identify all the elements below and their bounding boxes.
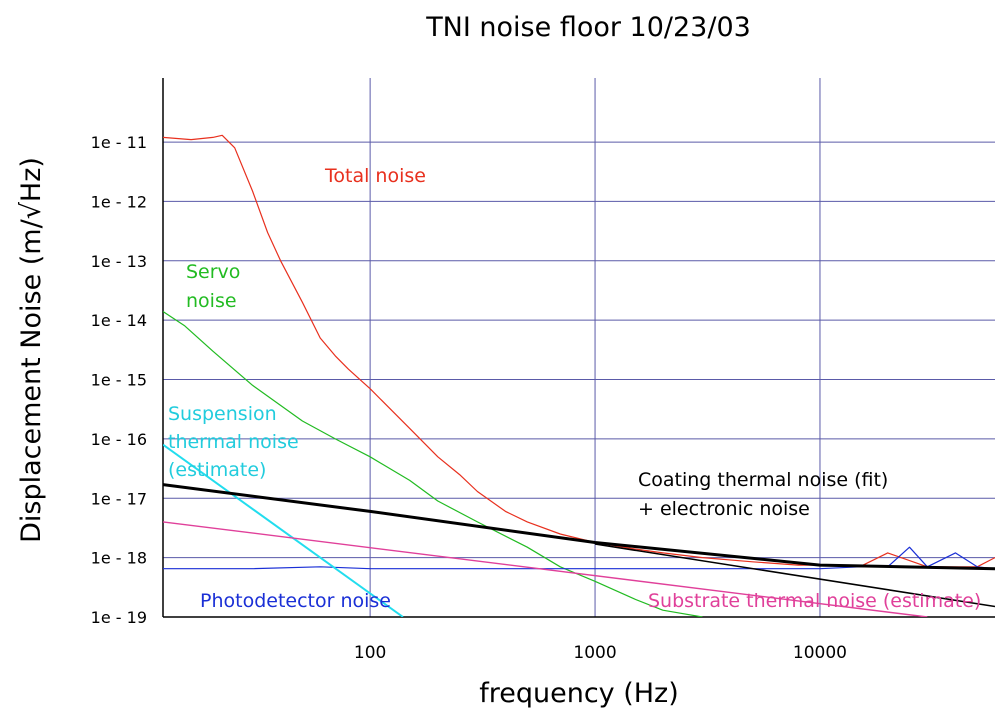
- y-tick-label: 1e - 14: [91, 311, 147, 330]
- x-tick-label: 100: [354, 643, 386, 663]
- series-annotation: Total noise: [324, 165, 426, 187]
- series-line: [163, 483, 995, 571]
- series-annotation: (estimate): [168, 459, 266, 481]
- y-tick-label: 1e - 17: [91, 489, 147, 508]
- series-annotation: Photodetector noise: [200, 590, 391, 612]
- y-tick-label: 1e - 13: [91, 252, 147, 271]
- series-annotation: + electronic noise: [638, 498, 810, 520]
- x-tick-label: 10000: [793, 643, 847, 663]
- series-annotation: noise: [186, 290, 237, 312]
- series-annotation: Servo: [186, 261, 240, 283]
- series-line: [163, 310, 703, 617]
- y-tick-label: 1e - 11: [91, 133, 147, 152]
- series-annotation: Substrate thermal noise (estimate): [648, 590, 981, 612]
- series-annotation: Coating thermal noise (fit): [638, 469, 888, 491]
- y-tick-label: 1e - 19: [91, 608, 147, 627]
- chart-title: TNI noise floor 10/23/03: [426, 12, 751, 43]
- series-annotation: thermal noise: [168, 431, 299, 453]
- series-line: [163, 521, 928, 617]
- y-tick-label: 1e - 18: [91, 549, 147, 568]
- series-line: [163, 443, 404, 617]
- y-axis-label: Displacement Noise (m/√Hz): [16, 157, 47, 543]
- y-tick-label: 1e - 15: [91, 371, 147, 390]
- series-annotation: Suspension: [168, 403, 277, 425]
- x-tick-label: 1000: [573, 643, 616, 663]
- x-axis-label: frequency (Hz): [479, 678, 679, 709]
- y-tick-label: 1e - 16: [91, 430, 147, 449]
- y-tick-label: 1e - 12: [91, 192, 147, 211]
- series-line: [594, 543, 995, 608]
